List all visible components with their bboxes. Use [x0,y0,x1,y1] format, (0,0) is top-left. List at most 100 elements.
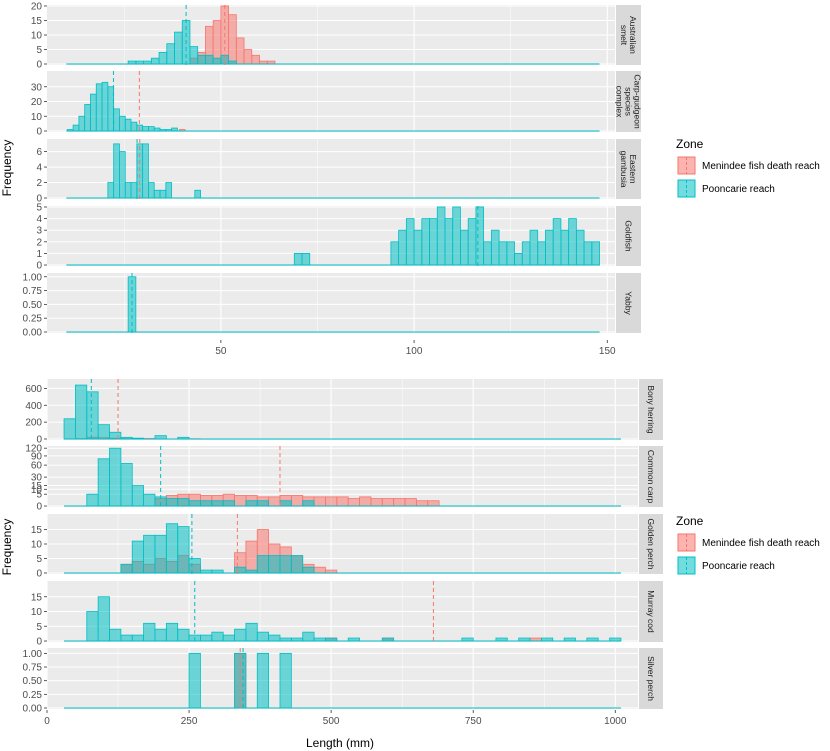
y-tick-label: 0.00 [23,704,43,715]
bottom-panel-bony-herring: 0 200 400 600 Bony herring [25,379,663,446]
y-tick-label: 5 [36,45,42,56]
y-tick-label: 4 [36,163,42,174]
pooncarie-bar [444,218,454,266]
y-tick-label: 0.75 [23,286,43,297]
pooncarie-bar [211,631,224,642]
menindee-bar [404,498,417,507]
y-tick-label: 20 [31,2,43,13]
pooncarie-bar [194,189,201,199]
pooncarie-bar [545,229,554,266]
pooncarie-bar [107,182,115,199]
y-tick-label: 4 [36,214,42,225]
x-tick-label: 750 [465,716,482,727]
y-tick-label: 15 [31,525,43,536]
pooncarie-bar [78,115,86,132]
y-tick-label: 0 [36,637,42,648]
y-tick-label: 0.25 [23,314,43,325]
bottom-panel-golden-perch: 0 5 10 15 Golden perch [31,514,663,580]
y-tick-label: 10 [31,112,43,123]
top-legend-title: Zone [676,137,704,151]
pooncarie-bar [429,218,438,266]
pooncarie-bar [95,83,103,132]
y-tick-label: 3 [36,226,42,237]
pooncarie-bar [177,526,190,574]
pooncarie-bar [154,628,167,642]
y-tick-label: 30 [31,82,43,93]
bottom-legend: Zone Menindee fish death reach Pooncarie… [676,514,820,575]
pooncarie-bar [568,218,577,266]
pooncarie-bar [90,93,97,132]
pooncarie-bar [211,500,224,507]
pooncarie-bar [109,447,122,507]
facet-strip [639,514,663,574]
pooncarie-bar [131,485,145,507]
top-panel-yabby: 0.00 0.25 0.50 0.75 1.00 Yabby [23,272,641,339]
top-legend: Zone Menindee fish death reach Pooncarie… [676,137,820,198]
menindee-bar [212,20,222,65]
facet-strip [639,379,663,440]
y-tick-label: 5 [36,490,42,501]
pooncarie-bar [552,218,562,266]
pooncarie-bar [131,634,145,642]
pooncarie-bar [460,229,469,266]
panel-background [47,379,638,440]
x-tick-label: 500 [323,716,340,727]
pooncarie-bar [86,391,99,440]
menindee-bar [336,496,349,507]
pooncarie-bar [109,628,122,642]
pooncarie-bar [174,31,183,65]
facet-strip [616,5,641,65]
pooncarie-bar [177,628,190,642]
menindee-bar [228,14,237,65]
pooncarie-bar [177,498,190,507]
pooncarie-bar [113,143,120,199]
pooncarie-bar [279,652,292,709]
x-tick-label: 1000 [604,716,627,727]
bottom-legend-label-menindee: Menindee fish death reach [702,538,820,549]
facet-strip-label: Silver perch [646,656,656,701]
facet-strip [616,273,641,333]
pooncarie-bar [197,54,206,65]
y-tick-label: 0 [36,261,42,272]
pooncarie-bar [165,498,179,507]
pooncarie-bar [475,206,485,266]
pooncarie-bar [256,500,270,507]
y-tick-label: 0 [36,435,42,446]
pooncarie-bar [529,229,539,266]
pooncarie-bar [86,611,99,642]
facet-strip [639,648,663,709]
x-tick-label: 50 [215,346,227,357]
pooncarie-bar [560,229,570,266]
menindee-bar [243,49,253,65]
bottom-x-axis: 0 250 500 750 1000 [44,710,627,727]
pooncarie-bar [109,431,122,440]
menindee-bar [415,500,429,507]
top-legend-label-menindee: Menindee fish death reach [702,161,820,172]
y-tick-label: 10 [31,485,43,496]
y-tick-label: 15 [31,16,43,27]
pooncarie-bar [188,558,201,574]
pooncarie-bar [591,241,600,266]
pooncarie-bar [256,631,270,642]
pooncarie-bar [302,566,315,574]
pooncarie-bar [490,229,500,266]
y-tick-label: 1.00 [23,649,43,660]
bottom-legend-label-pooncarie: Pooncarie reach [702,561,775,572]
facet-strip [639,581,663,642]
y-tick-label: 0 [36,194,42,205]
pooncarie-bar [142,126,149,132]
pooncarie-bar [405,218,415,266]
pooncarie-bar [575,229,585,266]
menindee-bar [347,498,360,507]
y-tick-label: 6 [36,147,42,158]
y-tick-label: 5 [36,622,42,633]
panel-background [47,648,638,709]
x-tick-label: 0 [44,716,50,727]
bottom-x-axis-title: Length (mm) [306,736,374,750]
pooncarie-bar [222,500,235,507]
panel-background [47,273,615,333]
pooncarie-bar [75,384,88,440]
bottom-panel-silver-perch: 0.00 0.25 0.50 0.75 1.00 Silver perch [23,648,663,715]
pooncarie-bar [124,182,132,199]
